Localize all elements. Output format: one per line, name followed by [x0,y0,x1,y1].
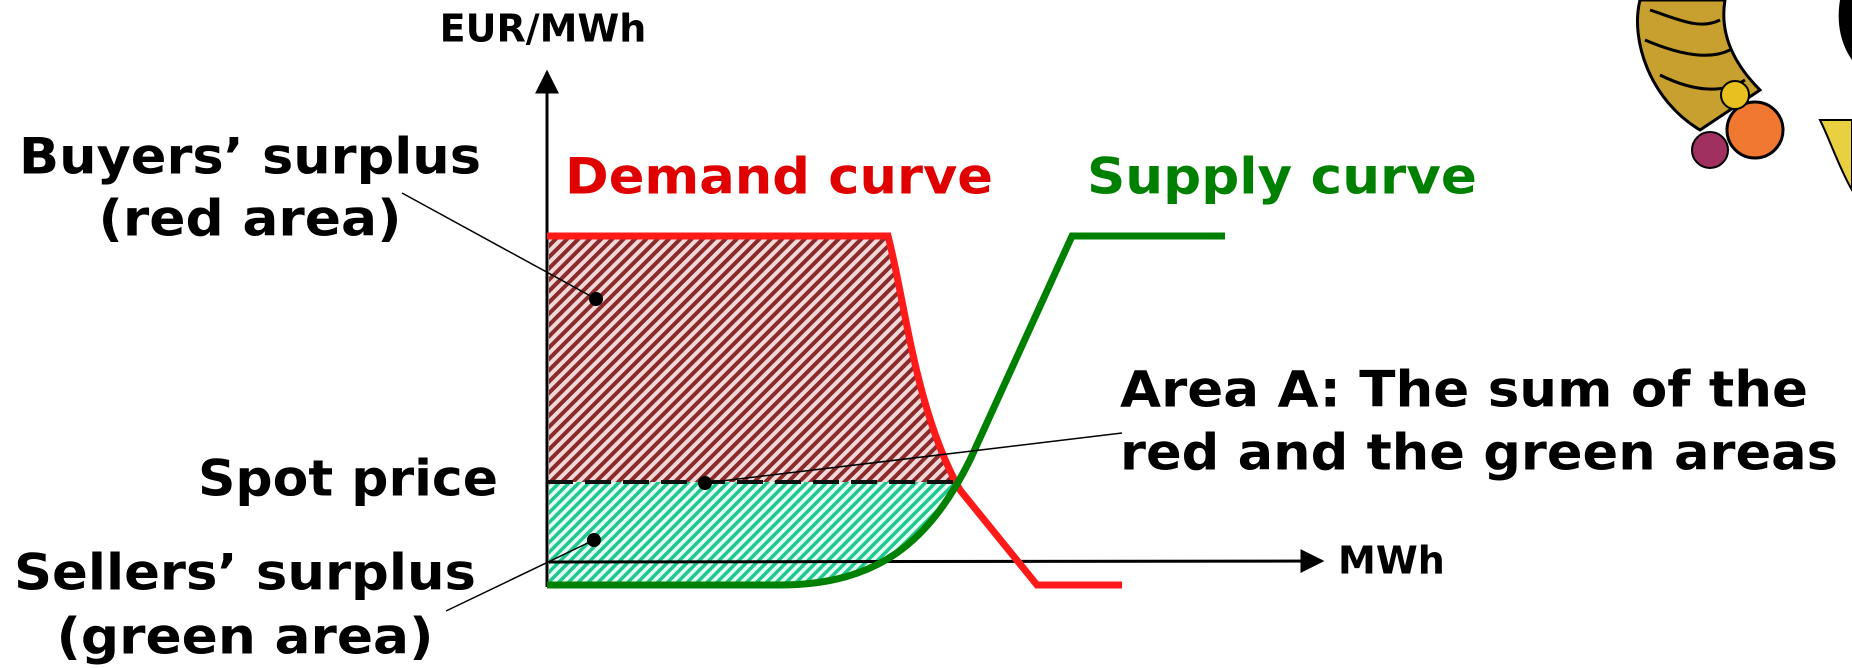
x-axis-label: MWh [1338,539,1445,583]
leader-line [401,192,597,300]
buyers-sublabel: (red area) [99,190,402,248]
area-a-label: red and the green areas [1120,424,1838,482]
leader-line [704,432,1123,484]
supply-label: Supply curve [1087,148,1477,206]
dot [698,476,712,490]
cornucopia-icon [1636,0,1852,192]
demand-label: Demand curve [565,148,993,206]
buyers-label: Buyers’ surplus [19,128,481,186]
area-a-label: Area A: The sum of the [1120,361,1808,419]
supply-curve [547,232,1225,589]
spot-label: Spot price [198,450,498,508]
y-axis-label: EUR/MWh [440,7,647,51]
dot [587,533,601,547]
sellers-area [549,482,955,585]
dot [589,292,603,306]
buyers-area [549,236,955,482]
sellers-sublabel: (green area) [57,608,434,666]
leader-line [445,539,595,612]
sellers-label: Sellers’ surplus [14,544,476,602]
demand-curve [547,232,1122,589]
x-axis [548,549,1325,574]
